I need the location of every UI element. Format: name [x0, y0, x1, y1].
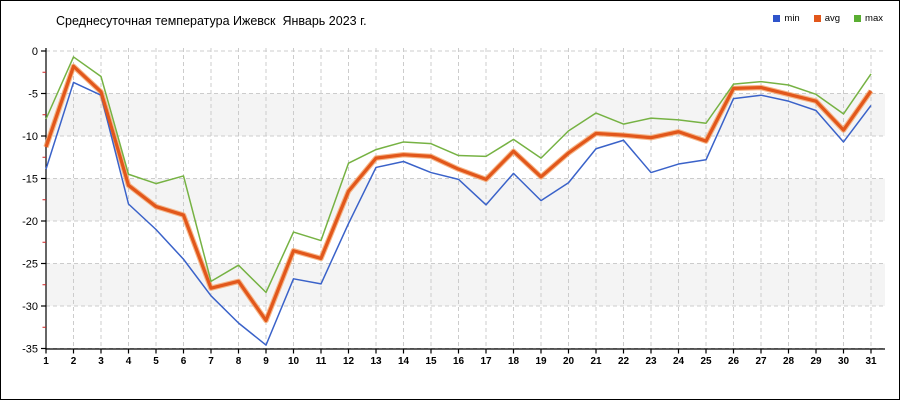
x-tick-label: 15: [425, 356, 437, 367]
x-tick-label: 6: [181, 356, 187, 367]
x-tick-label: 19: [535, 356, 547, 367]
x-tick-label: 31: [865, 356, 877, 367]
x-tick-label: 21: [590, 356, 602, 367]
legend-item-avg: avg: [813, 13, 841, 24]
y-tick-label: -20: [22, 216, 38, 228]
min-color-swatch: [773, 15, 781, 23]
avg-series-line: [44, 64, 873, 323]
max-series-line: [45, 56, 872, 294]
avg-color-swatch: [813, 15, 821, 23]
x-tick-label: 14: [398, 356, 410, 367]
y-tick-label: -10: [22, 131, 38, 143]
x-tick-label: 18: [508, 356, 520, 367]
x-tick-label: 22: [618, 356, 630, 367]
max-color-swatch: [854, 15, 862, 23]
legend-item-max: max: [854, 14, 883, 24]
x-tick-label: 26: [728, 356, 740, 367]
x-tick-label: 1: [43, 356, 49, 367]
x-tick-label: 3: [98, 356, 104, 367]
legend-item-min: min: [773, 13, 800, 24]
legend-label-min: min: [784, 13, 800, 24]
x-tick-label: 25: [700, 356, 712, 367]
x-tick-label: 8: [236, 356, 242, 367]
x-tick-label: 16: [453, 356, 465, 367]
plot-band: [46, 263, 885, 306]
x-tick-label: 29: [810, 356, 822, 367]
min-series-line: [45, 81, 872, 346]
x-tick-label: 7: [208, 356, 214, 367]
y-tick-label: -15: [22, 173, 38, 185]
x-tick-label: 23: [645, 356, 657, 367]
x-tick-label: 28: [783, 356, 795, 367]
x-tick-label: 9: [263, 356, 269, 367]
chart-title: Среднесуточная температура Ижевск Январь…: [56, 14, 367, 28]
x-tick-label: 10: [288, 356, 300, 367]
y-tick-label: 0: [32, 46, 38, 58]
x-tick-label: 5: [153, 356, 159, 367]
x-tick-label: 13: [370, 356, 382, 367]
x-tick-label: 20: [563, 356, 575, 367]
x-tick-label: 4: [126, 356, 132, 367]
x-tick-label: 11: [316, 356, 327, 367]
y-tick-label: -35: [22, 343, 38, 355]
y-tick-label: -25: [22, 258, 38, 270]
x-tick-label: 30: [838, 356, 850, 367]
plot-band: [46, 93, 885, 136]
x-tick-label: 12: [343, 356, 355, 367]
legend-label-max: max: [865, 13, 883, 24]
x-tick-label: 2: [71, 356, 77, 367]
chart-legend: min avg max: [773, 14, 883, 24]
y-tick-label: -30: [22, 301, 38, 313]
x-tick-label: 17: [480, 356, 492, 367]
y-tick-label: -5: [28, 88, 38, 100]
x-tick-label: 27: [755, 356, 767, 367]
legend-label-avg: avg: [824, 13, 841, 24]
x-tick-label: 24: [673, 356, 685, 367]
